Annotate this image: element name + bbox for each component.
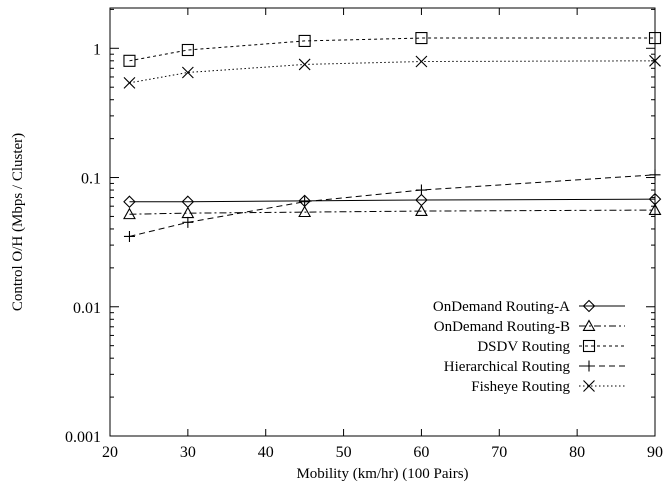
x-tick-label: 90	[647, 444, 663, 461]
plot-border	[109, 7, 656, 437]
data-point	[298, 34, 311, 47]
data-point	[123, 230, 135, 242]
data-point	[181, 66, 194, 79]
series-line	[129, 174, 656, 237]
x-tick-label: 60	[413, 444, 429, 461]
y-axis: 0.001 0.01 0.1 1	[65, 8, 655, 446]
plot-frame	[109, 7, 656, 437]
data-point	[414, 204, 428, 217]
y-tick-label: 0.01	[73, 300, 101, 317]
legend-item: OnDemand Routing-B	[434, 319, 625, 335]
data-point	[299, 196, 311, 208]
data-point	[649, 54, 661, 67]
data-point	[648, 32, 662, 45]
data-point	[123, 207, 136, 220]
series-line	[129, 209, 656, 215]
data-point	[181, 206, 195, 219]
legend-marker	[583, 360, 595, 372]
series-ondemand-routing-b	[123, 203, 662, 220]
legend-item: DSDV Routing	[477, 339, 625, 355]
x-axis-label: Mobility (km/hr) (100 Pairs)	[296, 466, 468, 482]
series-layer	[123, 32, 662, 242]
y-tick-label: 1	[93, 41, 101, 58]
legend-label: OnDemand Routing-A	[433, 299, 570, 315]
x-tick-label: 80	[569, 444, 585, 461]
data-point	[415, 55, 428, 68]
x-tick-label: 40	[258, 444, 274, 461]
data-point	[298, 58, 311, 71]
legend-item: OnDemand Routing-A	[433, 299, 625, 315]
x-tick-label: 70	[491, 444, 507, 461]
y-axis-label: Control O/H (Mbps / Cluster)	[10, 133, 26, 311]
data-point	[123, 76, 136, 89]
legend-label: OnDemand Routing-B	[434, 319, 570, 335]
data-point	[298, 205, 312, 218]
data-point	[649, 169, 661, 181]
legend-label: Hierarchical Routing	[444, 359, 571, 375]
series-hierarchical-routing	[123, 169, 661, 242]
series-dsdv-routing	[123, 32, 662, 67]
legend: OnDemand Routing-A OnDemand Routing-B DSDV…	[433, 299, 625, 395]
data-point	[415, 32, 428, 45]
data-point	[181, 43, 194, 57]
legend-marker	[583, 380, 595, 392]
data-point	[182, 216, 194, 228]
legend-item: Fisheye Routing	[471, 379, 625, 395]
legend-marker	[582, 319, 596, 331]
x-tick-label: 50	[336, 444, 352, 461]
y-tick-label: 0.1	[81, 171, 101, 188]
legend-marker	[582, 339, 596, 353]
legend-label: Fisheye Routing	[471, 379, 570, 395]
data-point	[123, 54, 136, 67]
x-tick-label: 30	[180, 444, 196, 461]
series-fisheye-routing	[123, 54, 661, 89]
series-ondemand-routing-a	[123, 192, 662, 208]
series-line	[129, 37, 655, 62]
legend-label: DSDV Routing	[477, 339, 570, 355]
x-axis: 20 30 40 50 60 70 80 90	[102, 8, 663, 461]
legend-item: Hierarchical Routing	[444, 359, 625, 375]
series-line	[129, 198, 656, 203]
y-tick-label: 0.001	[65, 429, 101, 446]
series-line	[129, 60, 656, 84]
data-point	[415, 184, 427, 196]
data-point	[648, 203, 662, 216]
legend-marker	[582, 299, 596, 313]
x-tick-label: 20	[102, 444, 118, 461]
data-point	[123, 195, 136, 208]
